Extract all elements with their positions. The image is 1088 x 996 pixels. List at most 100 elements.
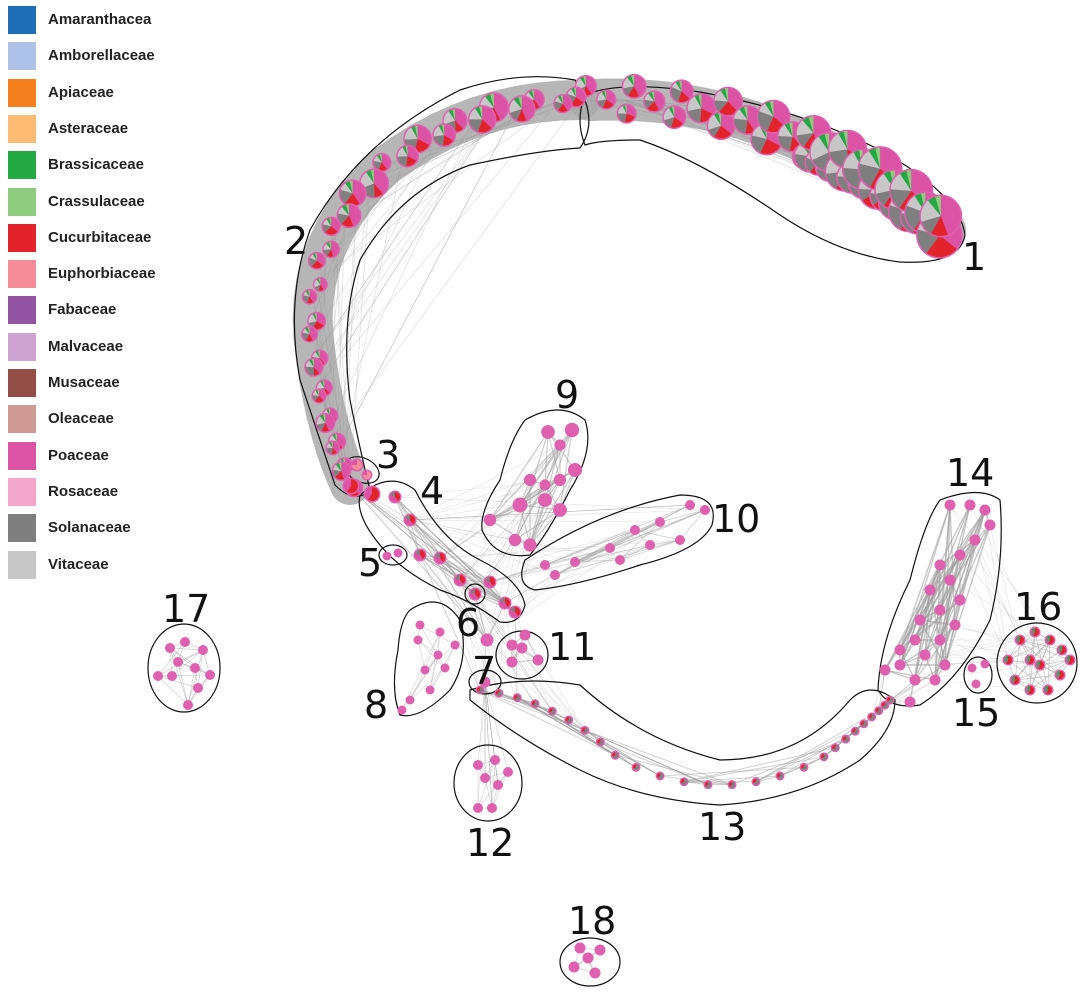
cluster-outline-18 <box>559 937 621 987</box>
edge <box>584 729 709 786</box>
cluster-outline-17 <box>147 623 221 713</box>
edge <box>659 775 733 786</box>
legend-label: Vitaceae <box>48 555 109 573</box>
network-node <box>307 251 326 270</box>
network-node <box>153 671 163 681</box>
edge <box>884 669 936 681</box>
network-node <box>830 743 840 753</box>
network-node <box>350 458 364 472</box>
edge <box>340 153 404 463</box>
edge <box>439 539 681 559</box>
edge <box>574 544 651 563</box>
edge <box>659 509 706 523</box>
edge <box>334 102 539 230</box>
network-node <box>312 277 328 293</box>
edge <box>934 679 1031 691</box>
edge <box>157 675 199 689</box>
network-node <box>453 573 467 587</box>
legend-label: Malvaceae <box>48 337 124 355</box>
network-node <box>1029 626 1041 638</box>
network-node <box>589 967 601 979</box>
network-node <box>359 168 390 199</box>
network-node <box>751 777 761 787</box>
cluster-label-10: 10 <box>712 497 760 541</box>
edge <box>489 564 546 583</box>
edge <box>424 631 441 671</box>
edge <box>439 504 521 559</box>
edge <box>934 599 961 681</box>
legend-swatch <box>8 441 36 470</box>
network-node <box>554 439 566 451</box>
edge <box>409 444 561 521</box>
edge <box>394 496 586 731</box>
edge <box>459 579 506 604</box>
edge <box>477 681 486 809</box>
network-node <box>553 503 567 517</box>
network-node <box>944 574 956 586</box>
network-node <box>420 665 430 675</box>
cluster-label-8: 8 <box>364 683 388 727</box>
edge <box>884 589 931 671</box>
edge <box>1019 639 1061 676</box>
legend-swatch <box>8 78 36 107</box>
edge <box>419 554 488 641</box>
network-node <box>686 93 717 124</box>
legend-swatch <box>8 260 36 289</box>
edge <box>574 509 706 563</box>
legend-swatch <box>8 42 36 71</box>
network-node <box>954 594 966 606</box>
network-node <box>934 604 946 616</box>
network-node <box>874 706 884 716</box>
edge <box>574 529 636 563</box>
edge <box>514 611 518 698</box>
edge <box>486 539 516 641</box>
network-node <box>301 288 318 305</box>
network-node <box>1009 674 1021 686</box>
cluster-label-2: 2 <box>284 219 308 263</box>
edge <box>459 484 546 581</box>
edge <box>349 484 488 641</box>
network-node <box>914 614 926 626</box>
edge <box>1007 659 1049 691</box>
edge <box>419 624 446 669</box>
edge <box>544 529 636 566</box>
edge <box>334 229 346 475</box>
edge <box>1019 639 1063 651</box>
network-node <box>506 639 518 651</box>
network-node <box>971 679 981 689</box>
edge <box>197 649 204 689</box>
network-node <box>919 649 931 661</box>
network-node <box>703 780 713 790</box>
edge <box>484 681 499 786</box>
edge <box>394 496 570 721</box>
edge <box>474 593 516 613</box>
edge <box>419 479 531 556</box>
legend-label: Apiaceae <box>48 83 114 101</box>
network-node <box>475 685 485 695</box>
edge <box>559 429 573 511</box>
network-node <box>1064 654 1076 666</box>
edge <box>419 554 481 691</box>
network-node <box>425 685 435 695</box>
edge <box>409 504 691 521</box>
edge <box>584 729 661 777</box>
network-node <box>929 674 941 686</box>
edge <box>486 639 536 704</box>
legend-swatch <box>8 369 36 397</box>
cluster-label-4: 4 <box>420 469 444 513</box>
edge <box>459 579 553 712</box>
network-node <box>564 422 580 438</box>
legend-swatch <box>8 151 36 180</box>
edge <box>489 544 651 583</box>
edge <box>755 723 865 783</box>
network-node <box>442 107 468 134</box>
edge <box>315 116 479 356</box>
edge <box>1029 659 1061 676</box>
edge <box>954 624 1071 661</box>
network-node <box>498 596 512 610</box>
edge <box>169 647 211 676</box>
network-node <box>532 654 544 666</box>
edge <box>417 639 426 671</box>
legend-swatch <box>8 405 36 434</box>
network-node <box>483 513 497 527</box>
